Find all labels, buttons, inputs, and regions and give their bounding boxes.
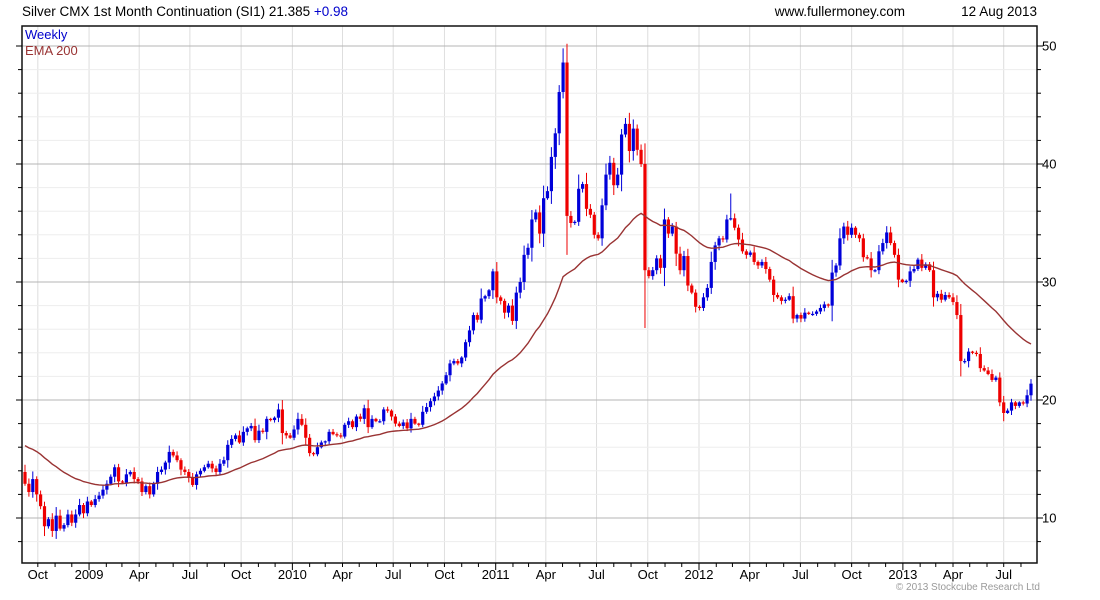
x-axis-label: Apr: [535, 567, 556, 582]
x-axis-label: Jul: [995, 567, 1013, 582]
y-axis-label: 50: [1042, 38, 1057, 54]
x-axis-label: 2009: [74, 567, 104, 582]
x-axis-label: 2011: [481, 567, 510, 582]
ema-line: [24, 212, 1032, 486]
legend-ema-label: EMA 200: [25, 43, 78, 58]
y-axis-label: 30: [1042, 274, 1057, 290]
axis-ticks: [16, 45, 1043, 570]
x-axis-label: Oct: [231, 567, 252, 582]
x-axis-label: Jul: [384, 567, 402, 582]
x-axis-label: Apr: [739, 567, 760, 582]
x-axis-label: Oct: [27, 567, 48, 582]
copyright-label: © 2013 Stockcube Research Ltd: [895, 582, 1040, 593]
x-axis-label: Oct: [637, 567, 658, 582]
x-axis-label: Jul: [792, 567, 809, 582]
site-label: www.fullermoney.com: [774, 4, 905, 19]
y-axis-label: 10: [1042, 510, 1057, 526]
y-axis-label: 40: [1042, 156, 1057, 172]
x-axis-label: 2010: [277, 567, 307, 582]
x-axis-label: Jul: [181, 567, 199, 582]
x-axis-label: 2012: [684, 567, 714, 582]
candles-layer: [23, 43, 1033, 539]
chart-title-text: Silver CMX 1st Month Continuation (SI1) …: [22, 4, 314, 19]
x-axis-label: Jul: [588, 567, 605, 582]
y-axis-label: 20: [1042, 392, 1057, 408]
x-axis-label: Oct: [434, 567, 455, 582]
x-axis-label: 2013: [888, 567, 918, 582]
x-axis-label: Apr: [129, 567, 150, 582]
x-axis-label: Apr: [942, 567, 964, 582]
price-change-label: +0.98: [313, 4, 349, 19]
chart-legend: Weekly EMA 200: [25, 27, 78, 59]
chart-title: Silver CMX 1st Month Continuation (SI1) …: [22, 4, 348, 19]
date-label: 12 Aug 2013: [961, 4, 1037, 19]
legend-weekly-label: Weekly: [25, 27, 68, 42]
x-axis-label: Apr: [332, 567, 353, 582]
x-axis-label: Oct: [841, 567, 862, 582]
gridlines: [22, 26, 1037, 563]
plot-border: [21, 25, 1038, 564]
